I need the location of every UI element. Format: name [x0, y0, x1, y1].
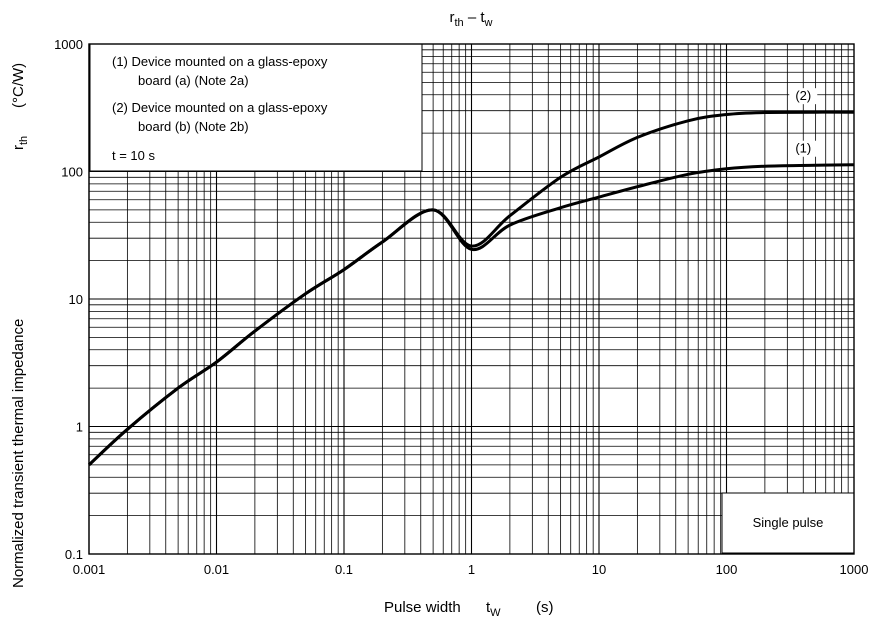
x-label-unit: (s) — [536, 599, 554, 616]
y-label-symbol: r — [10, 145, 27, 150]
title-dash: – — [464, 9, 481, 26]
y-tick-label: 1000 — [54, 37, 83, 52]
x-tick-label: 0.1 — [335, 562, 353, 577]
y-label-prefix: Normalized transient thermal impedance — [10, 319, 27, 588]
y-tick-label: 10 — [69, 292, 83, 307]
series-group: (1) (2) — [87, 88, 855, 467]
legend-line-5: t = 10 s — [112, 148, 155, 163]
x-tick-label: 0.001 — [73, 562, 106, 577]
x-tick-label: 0.01 — [204, 562, 229, 577]
legend-box — [89, 43, 423, 172]
y-label-symbol-sub: th — [18, 136, 30, 145]
series-line-2 — [87, 110, 855, 467]
x-tick-label: 100 — [716, 562, 738, 577]
y-tick-labels: 0.1 1 10 100 1000 — [54, 37, 83, 562]
title-base-sub: th — [455, 17, 464, 29]
legend-line-3: (2) Device mounted on a glass-epoxy — [112, 100, 328, 115]
y-tick-label: 100 — [61, 165, 83, 180]
x-tick-labels: 0.001 0.01 0.1 1 10 100 1000 — [73, 562, 869, 577]
note-box — [721, 492, 855, 554]
chart-title: rth – tw — [450, 9, 493, 29]
series-label-bg-2 — [789, 88, 818, 105]
title-base: r — [450, 9, 455, 26]
x-tick-label: 10 — [592, 562, 606, 577]
y-label-unit: (°C/W) — [10, 63, 27, 108]
series-label-bg-1 — [789, 140, 818, 157]
legend-line-2: board (a) (Note 2a) — [138, 73, 249, 88]
x-tick-label: 1 — [468, 562, 475, 577]
legend-line-4: board (b) (Note 2b) — [138, 119, 249, 134]
x-label-symbol: t — [486, 599, 491, 616]
x-label-prefix: Pulse width — [384, 599, 461, 616]
series-label-1: (1) — [795, 141, 811, 156]
title-base2: t — [480, 9, 485, 26]
legend: (1) Device mounted on a glass-epoxy boar… — [112, 54, 328, 163]
y-axis-label-group: Normalized transient thermal impedance r… — [10, 63, 31, 588]
plot-frame — [88, 43, 855, 555]
x-tick-label: 1000 — [840, 562, 869, 577]
title-base2-sub: w — [484, 17, 493, 29]
note-text: Single pulse — [753, 515, 824, 530]
series-label-2: (2) — [795, 88, 811, 103]
y-axis-label: Normalized transient thermal impedance r… — [10, 63, 31, 588]
legend-line-1: (1) Device mounted on a glass-epoxy — [112, 54, 328, 69]
x-axis-label: Pulse width tW (s) — [384, 599, 554, 620]
y-tick-label: 1 — [76, 420, 83, 435]
y-tick-label: 0.1 — [65, 547, 83, 562]
x-label-symbol-sub: W — [490, 607, 501, 619]
